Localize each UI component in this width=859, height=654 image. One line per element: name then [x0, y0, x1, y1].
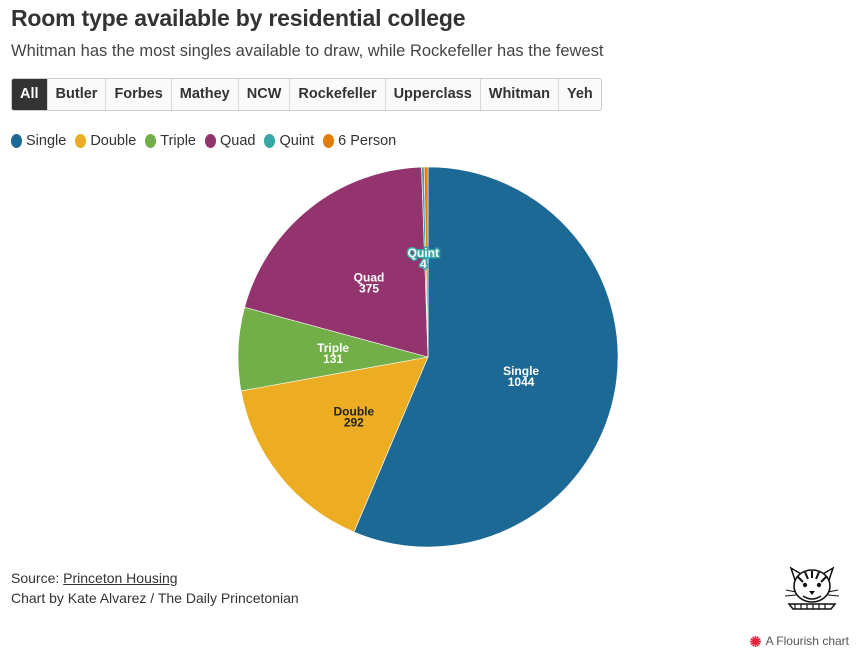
tab-mathey[interactable]: Mathey	[172, 79, 239, 110]
legend-swatch-quad	[205, 134, 216, 148]
tab-all[interactable]: All	[12, 79, 48, 110]
tab-butler[interactable]: Butler	[48, 79, 107, 110]
legend-item-single[interactable]: Single	[11, 133, 66, 149]
flourish-label: A Flourish chart	[765, 634, 849, 648]
chart-subtitle: Whitman has the most singles available t…	[11, 42, 604, 60]
pie-slice-quad[interactable]	[244, 166, 429, 358]
college-filter-tabs: All Butler Forbes Mathey NCW Rockefeller…	[11, 78, 602, 111]
flourish-credit[interactable]: A Flourish chart	[749, 634, 849, 648]
slice-value-triple: 131	[323, 352, 343, 366]
tab-yeh[interactable]: Yeh	[566, 86, 593, 102]
pie-slice-double[interactable]	[240, 356, 429, 533]
legend-swatch-quint	[264, 134, 276, 148]
tab-ncw[interactable]: NCW	[239, 79, 291, 110]
slice-label-quad: Quad	[354, 271, 385, 285]
slice-value-quad: 375	[359, 282, 379, 296]
legend-item-quad[interactable]: Quad	[205, 133, 255, 149]
source-prefix: Source:	[11, 570, 64, 586]
chart-title: Room type available by residential colle…	[11, 5, 466, 31]
tab-forbes[interactable]: Forbes	[106, 79, 172, 110]
legend-item-double[interactable]: Double	[75, 133, 136, 149]
tab-upperclass[interactable]: Upperclass	[386, 79, 481, 110]
slice-label-single: Single	[503, 364, 539, 378]
legend-swatch-double	[75, 134, 87, 148]
legend-label-quad: Quad	[220, 133, 256, 149]
legend-swatch-6-person	[323, 134, 335, 148]
legend-swatch-triple	[145, 134, 157, 148]
legend-label-6-person: 6 Person	[338, 133, 397, 149]
legend-item-triple[interactable]: Triple	[145, 133, 196, 149]
legend-label-double: Double	[90, 133, 137, 149]
slice-value-quint: 4	[420, 257, 427, 271]
legend-item-quint[interactable]: Quint	[264, 133, 314, 149]
legend-swatch-single	[11, 134, 22, 148]
slice-label-quint: Quint	[408, 246, 439, 260]
source-link[interactable]: Princeton Housing	[63, 570, 178, 586]
chart-credit: Chart by Kate Alvarez / The Daily Prince…	[11, 590, 299, 606]
slice-value-double: 292	[344, 415, 364, 429]
chart-legend: Single Double Triple Quad Quint 6 Person	[11, 133, 396, 149]
legend-label-single: Single	[26, 133, 67, 149]
legend-label-triple: Triple	[160, 133, 196, 149]
flourish-star-icon	[749, 635, 761, 647]
slice-label-triple: Triple	[317, 341, 349, 355]
tiger-logo-icon	[784, 566, 840, 610]
legend-item-6-person[interactable]: 6 Person	[323, 133, 396, 149]
source-line: Source: Princeton Housing	[11, 570, 178, 586]
tab-whitman[interactable]: Whitman	[481, 79, 559, 110]
slice-label-double: Double	[334, 404, 375, 418]
slice-value-single: 1044	[508, 375, 535, 389]
legend-label-quint: Quint	[279, 133, 315, 149]
pie-slice-single[interactable]	[353, 166, 619, 548]
tab-rockefeller[interactable]: Rockefeller	[290, 79, 386, 110]
pie-slice-6-person[interactable]	[423, 166, 429, 358]
